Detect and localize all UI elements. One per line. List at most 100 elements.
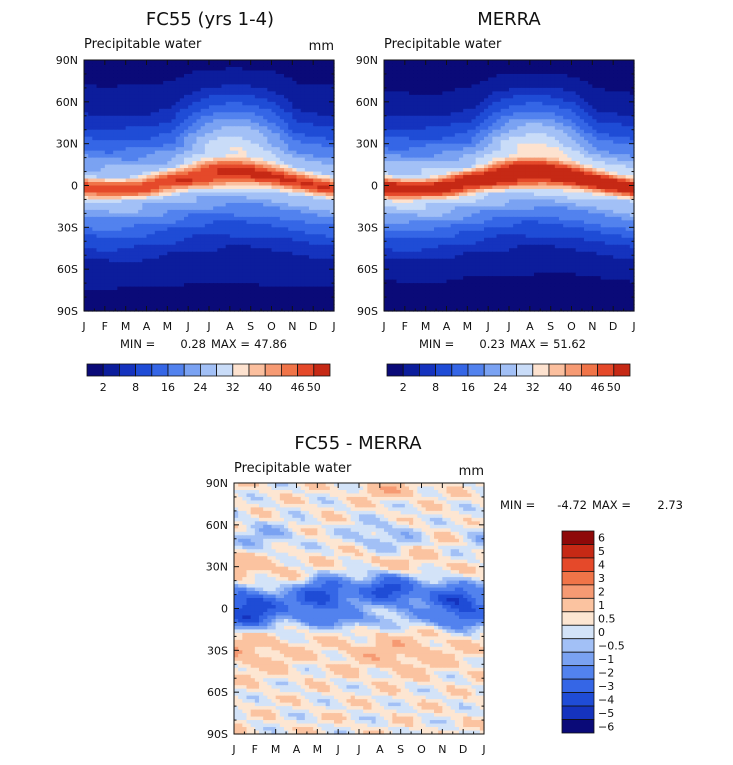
heatmap-cell	[321, 105, 327, 110]
heatmap-cell	[117, 94, 123, 99]
max-label: MAX =	[211, 337, 250, 351]
heatmap-cell	[138, 293, 143, 298]
heatmap-cell	[213, 227, 218, 232]
heatmap-cell	[300, 73, 306, 79]
heatmap-cell	[104, 94, 110, 99]
heatmap-cell	[284, 209, 289, 214]
heatmap-cell	[496, 70, 502, 75]
heatmap-cell	[325, 140, 331, 145]
heatmap-cell	[438, 87, 443, 92]
heatmap-cell	[275, 255, 281, 260]
heatmap-cell	[471, 63, 477, 68]
heatmap-cell	[250, 161, 256, 166]
heatmap-cell	[159, 248, 164, 253]
heatmap-cell	[100, 140, 106, 145]
heatmap-cell	[279, 216, 285, 221]
heatmap-cell	[250, 279, 256, 284]
heatmap-cell	[259, 154, 264, 159]
heatmap-cell	[575, 60, 581, 65]
heatmap-cell	[104, 293, 110, 298]
heatmap-cell	[117, 175, 123, 180]
heatmap-cell	[204, 283, 210, 288]
heatmap-cell	[329, 168, 335, 173]
heatmap-cell	[213, 258, 218, 263]
heatmap-cell	[509, 60, 514, 65]
heatmap-cell	[204, 168, 210, 173]
heatmap-cell	[184, 237, 189, 242]
heatmap-cell	[163, 248, 168, 253]
heatmap-cell	[238, 258, 243, 263]
heatmap-cell	[171, 129, 177, 134]
heatmap-cell	[321, 129, 327, 134]
heatmap-cell	[463, 66, 468, 72]
heatmap-cell	[142, 154, 148, 159]
heatmap-cell	[192, 258, 198, 263]
heatmap-cell	[242, 286, 248, 291]
heatmap-cell	[296, 262, 302, 267]
heatmap-cell	[259, 87, 264, 92]
heatmap-cell	[184, 154, 189, 159]
heatmap-cell	[217, 77, 223, 82]
heatmap-cell	[613, 73, 618, 79]
heatmap-cell	[204, 209, 210, 214]
heatmap-cell	[259, 185, 264, 190]
heatmap-cell	[154, 244, 160, 249]
heatmap-cell	[259, 269, 264, 274]
colorbar-swatch	[119, 363, 137, 377]
heatmap-cell	[238, 195, 243, 201]
heatmap-cell	[450, 66, 456, 72]
heatmap-cell	[92, 199, 98, 204]
heatmap-cell	[588, 87, 593, 92]
heatmap-cell	[484, 73, 489, 79]
heatmap-cell	[167, 115, 173, 120]
heatmap-cell	[225, 154, 231, 159]
heatmap-cell	[204, 192, 210, 197]
heatmap-cell	[242, 101, 248, 106]
heatmap-cell	[92, 115, 98, 120]
heatmap-cell	[113, 143, 118, 148]
heatmap-cell	[125, 293, 131, 298]
heatmap-cell	[200, 244, 206, 249]
heatmap-cell	[288, 140, 293, 145]
heatmap-cell	[146, 115, 152, 120]
heatmap-cell	[179, 290, 185, 295]
heatmap-cell	[317, 283, 323, 288]
heatmap-cell	[204, 216, 210, 221]
heatmap-cell	[388, 66, 393, 72]
heatmap-cell	[150, 73, 156, 79]
heatmap-cell	[263, 164, 268, 169]
heatmap-cell	[425, 60, 431, 65]
heatmap-cell	[284, 63, 289, 68]
heatmap-cell	[321, 192, 327, 197]
colorbar-swatch	[216, 363, 234, 377]
heatmap-cell	[134, 300, 139, 305]
heatmap-cell	[329, 195, 335, 201]
heatmap-cell	[221, 136, 227, 141]
heatmap-cell	[117, 307, 123, 312]
heatmap-cell	[329, 248, 335, 253]
heatmap-cell	[179, 70, 185, 75]
heatmap-cell	[450, 60, 456, 65]
heatmap-cell	[204, 161, 210, 166]
heatmap-cell	[425, 63, 431, 68]
heatmap-cell	[213, 105, 218, 110]
heatmap-cell	[271, 265, 277, 270]
heatmap-cell	[446, 66, 452, 72]
heatmap-cell	[234, 290, 239, 295]
heatmap-cell	[171, 66, 177, 72]
heatmap-cell	[96, 269, 102, 274]
heatmap-cell	[238, 108, 243, 113]
heatmap-cell	[313, 290, 318, 295]
heatmap-cell	[88, 272, 93, 277]
heatmap-cell	[217, 297, 223, 302]
heatmap-cell	[329, 241, 335, 246]
heatmap-cell	[313, 202, 318, 208]
heatmap-cell	[250, 80, 256, 86]
heatmap-cell	[188, 126, 193, 131]
heatmap-cell	[234, 185, 239, 190]
heatmap-cell	[117, 241, 123, 246]
heatmap-cell	[234, 136, 239, 141]
heatmap-cell	[209, 115, 214, 120]
heatmap-cell	[492, 70, 498, 75]
heatmap-cell	[179, 307, 185, 312]
